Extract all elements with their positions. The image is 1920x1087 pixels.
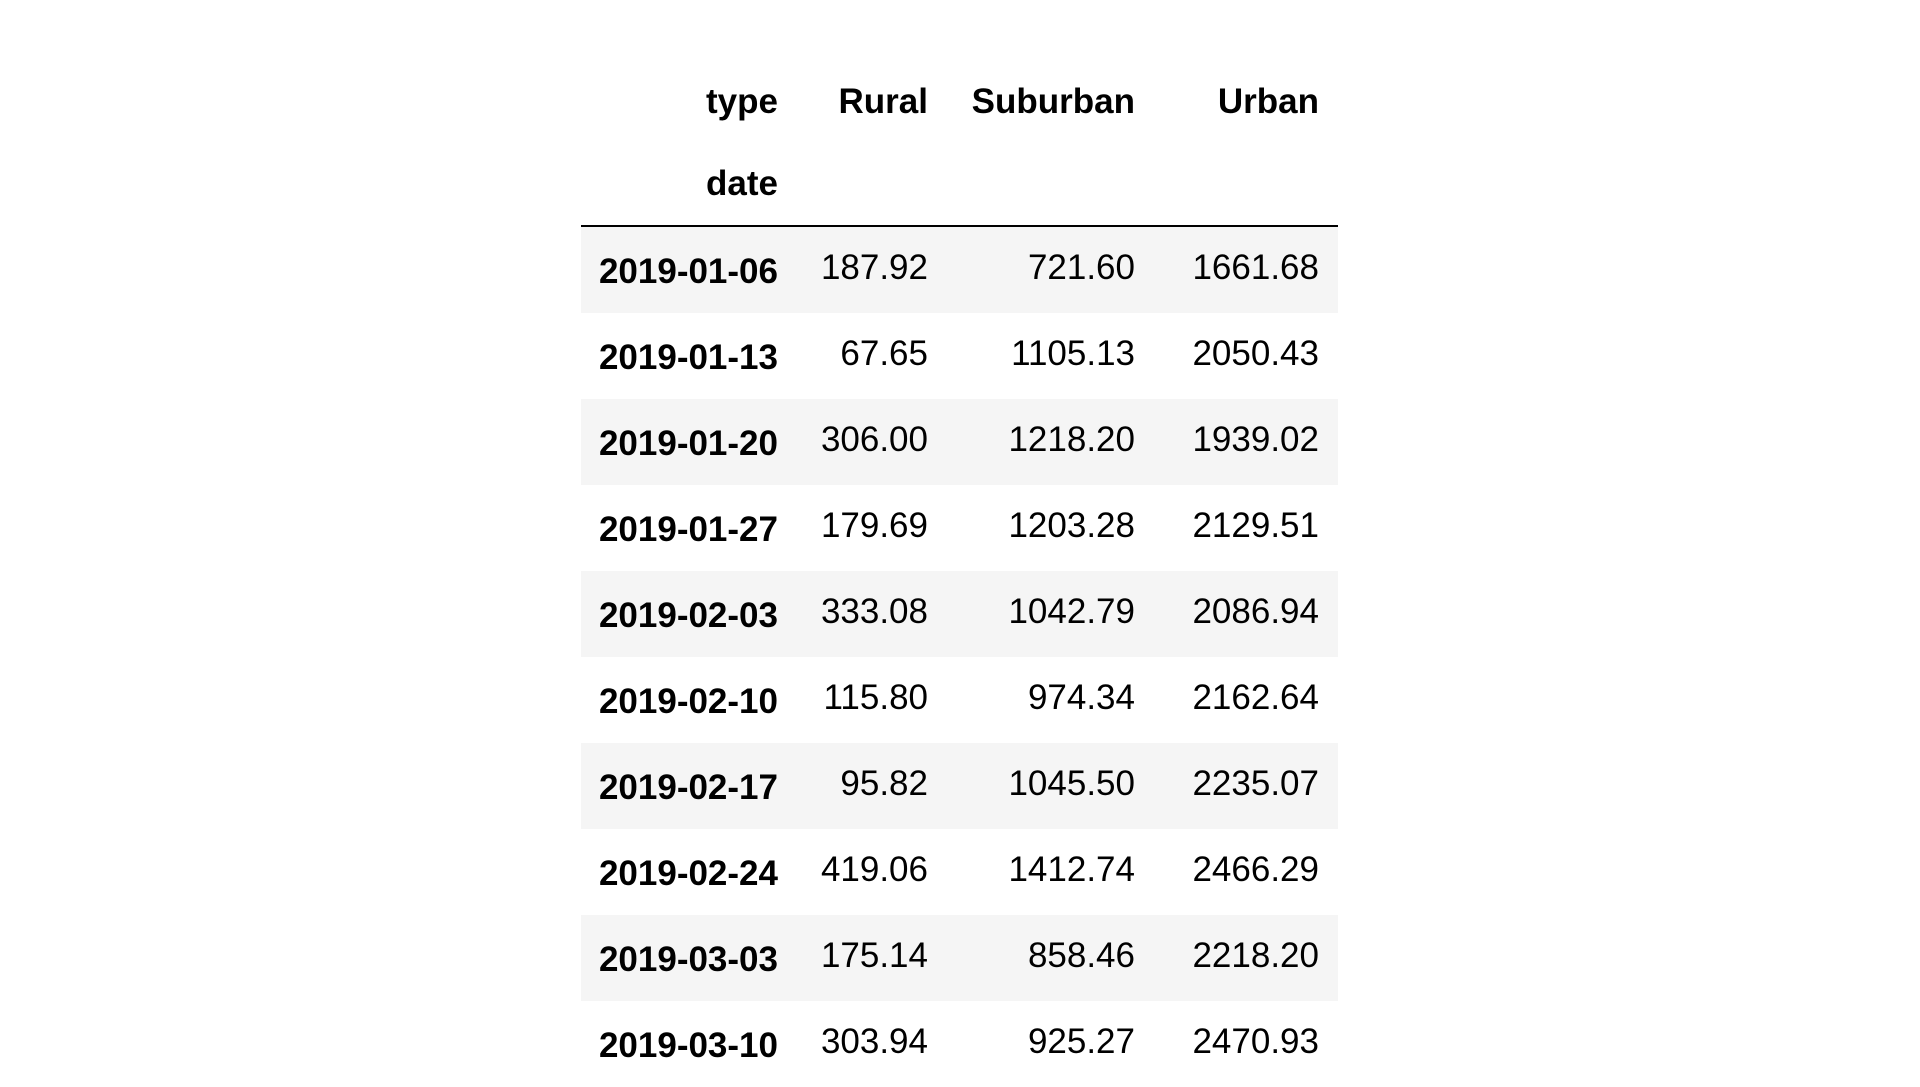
cell-rural: 419.06 xyxy=(820,850,928,889)
table-row: 2019-03-10 303.94 925.27 2470.93 xyxy=(581,1001,1338,1087)
cell-rural: 95.82 xyxy=(840,764,928,803)
row-index-date: 2019-02-24 xyxy=(598,854,778,893)
cell-suburban: 974.34 xyxy=(1027,678,1135,717)
table-row: 2019-01-06 187.92 721.60 1661.68 xyxy=(581,226,1338,313)
table-row: 2019-02-24 419.06 1412.74 2466.29 xyxy=(581,829,1338,915)
column-header-rural: Rural xyxy=(838,82,928,121)
cell-urban: 2470.93 xyxy=(1192,1022,1319,1061)
cell-suburban: 1105.13 xyxy=(1011,334,1135,373)
cell-urban: 1939.02 xyxy=(1192,420,1319,459)
cell-rural: 306.00 xyxy=(820,420,928,459)
cell-rural: 67.65 xyxy=(840,334,928,373)
table-row: 2019-02-10 115.80 974.34 2162.64 xyxy=(581,657,1338,743)
cell-suburban: 858.46 xyxy=(1027,936,1135,975)
columns-name-label: type xyxy=(706,82,778,121)
table-body: 2019-01-06 187.92 721.60 1661.68 2019-01… xyxy=(581,226,1338,1087)
cell-urban: 2235.07 xyxy=(1192,764,1319,803)
cell-urban: 2466.29 xyxy=(1192,850,1319,889)
column-header-suburban: Suburban xyxy=(971,82,1135,121)
cell-suburban: 1203.28 xyxy=(1008,506,1135,545)
cell-suburban: 925.27 xyxy=(1027,1022,1135,1061)
row-index-date: 2019-01-06 xyxy=(598,252,778,291)
table-row: 2019-02-17 95.82 1045.50 2235.07 xyxy=(581,743,1338,829)
cell-urban: 2162.64 xyxy=(1192,678,1319,717)
cell-urban: 1661.68 xyxy=(1192,248,1319,287)
row-index-date: 2019-01-27 xyxy=(598,510,778,549)
table-row: 2019-01-20 306.00 1218.20 1939.02 xyxy=(581,399,1338,485)
table-row: 2019-01-13 67.65 1105.13 2050.43 xyxy=(581,313,1338,399)
cell-urban: 2050.43 xyxy=(1192,334,1319,373)
header-row-columns: type Rural Suburban Urban xyxy=(581,61,1338,143)
cell-urban: 2218.20 xyxy=(1192,936,1319,975)
row-index-date: 2019-02-17 xyxy=(598,768,778,807)
cell-suburban: 1218.20 xyxy=(1008,420,1135,459)
table-row: 2019-02-03 333.08 1042.79 2086.94 xyxy=(581,571,1338,657)
column-header-urban: Urban xyxy=(1217,82,1319,121)
cell-suburban: 721.60 xyxy=(1027,248,1135,287)
cell-rural: 115.80 xyxy=(823,678,928,717)
index-name-label: date xyxy=(581,143,797,227)
cell-rural: 175.14 xyxy=(820,936,928,975)
table-row: 2019-03-03 175.14 858.46 2218.20 xyxy=(581,915,1338,1001)
cell-rural: 333.08 xyxy=(820,592,928,631)
table-row: 2019-01-27 179.69 1203.28 2129.51 xyxy=(581,485,1338,571)
cell-urban: 2129.51 xyxy=(1192,506,1319,545)
row-index-date: 2019-02-10 xyxy=(598,682,778,721)
index-header-blank xyxy=(1154,143,1338,227)
row-index-date: 2019-03-03 xyxy=(598,940,778,979)
cell-rural: 187.92 xyxy=(820,248,928,287)
cell-rural: 179.69 xyxy=(820,506,928,545)
index-header-blank xyxy=(947,143,1154,227)
dataframe-table: type Rural Suburban Urban date 2019-01-0… xyxy=(581,61,1338,1087)
cell-suburban: 1412.74 xyxy=(1008,850,1135,889)
cell-urban: 2086.94 xyxy=(1192,592,1319,631)
row-index-date: 2019-01-13 xyxy=(598,338,778,377)
row-index-date: 2019-02-03 xyxy=(598,596,778,635)
cell-rural: 303.94 xyxy=(820,1022,928,1061)
cell-suburban: 1045.50 xyxy=(1008,764,1135,803)
index-header-blank xyxy=(797,143,947,227)
cell-suburban: 1042.79 xyxy=(1008,592,1135,631)
row-index-date: 2019-03-10 xyxy=(598,1026,778,1065)
header-row-index: date xyxy=(581,143,1338,227)
dataframe-output: type Rural Suburban Urban date 2019-01-0… xyxy=(581,61,1338,1087)
table-header: type Rural Suburban Urban date xyxy=(581,61,1338,227)
row-index-date: 2019-01-20 xyxy=(598,424,778,463)
